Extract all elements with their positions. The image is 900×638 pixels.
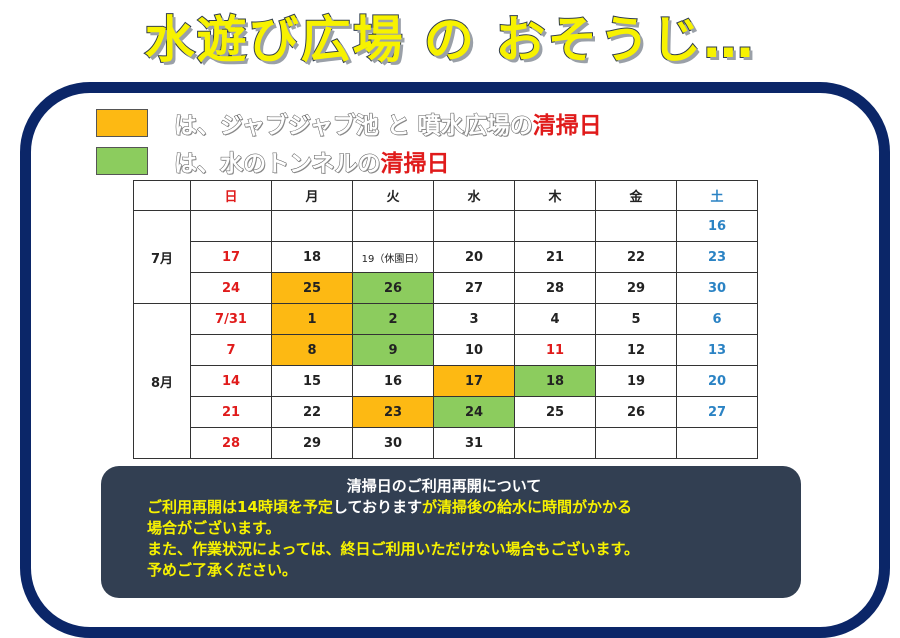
day-cell (271, 210, 353, 242)
day-cell: 7/31 (190, 303, 272, 335)
day-cell: 28 (514, 272, 596, 304)
weekday-wed: 水 (433, 180, 515, 211)
day-cell-holiday: 19（休園日） (352, 241, 434, 273)
orange-swatch (96, 109, 148, 137)
calendar-week: 21 22 23 24 25 26 27 (134, 396, 758, 428)
day-cell: 17 (190, 241, 272, 273)
day-cell: 25 (514, 396, 596, 428)
day-cell: 22 (595, 241, 677, 273)
day-cell: 20 (676, 365, 758, 397)
calendar-week: 28 29 30 31 (134, 427, 758, 459)
calendar-week: 7月 16 (133, 210, 758, 304)
calendar-week: 14 15 16 17 18 19 20 (134, 365, 758, 397)
calendar-week: 7 8 9 10 11 12 13 (134, 334, 758, 366)
day-cell: 21 (514, 241, 596, 273)
notice-line: 予めご了承ください。 (147, 561, 298, 579)
day-cell: 29 (271, 427, 353, 459)
page-title: 水遊び広場 の おそうじ… (144, 10, 756, 70)
legend-green-highlight: 清掃日 (380, 151, 450, 177)
day-cell: 12 (595, 334, 677, 366)
day-cell: 3 (433, 303, 515, 335)
day-cell: 26 (595, 396, 677, 428)
day-cell-pool-cleaning: 17 (433, 365, 515, 397)
day-cell (514, 210, 596, 242)
legend-orange-text: は、ジャブジャブ池 と 噴水広場の (174, 113, 534, 140)
day-cell-tunnel-cleaning: 24 (433, 396, 515, 428)
weekday-tue: 火 (352, 180, 434, 211)
notice-line: ご利用再開は14時頃を予定しておりますが清掃後の給水に時間がかかる (147, 497, 771, 518)
day-cell-tunnel-cleaning: 9 (352, 334, 434, 366)
calendar-week: 24 25 26 27 28 29 30 (134, 272, 758, 304)
month-header (133, 180, 191, 211)
day-cell: 31 (433, 427, 515, 459)
day-cell (676, 427, 758, 459)
day-cell-pool-cleaning: 25 (271, 272, 353, 304)
reopening-notice: 清掃日のご利用再開について ご利用再開は14時頃を予定しておりますが清掃後の給水… (101, 466, 801, 598)
weekday-mon: 月 (271, 180, 353, 211)
day-cell-tunnel-cleaning: 2 (352, 303, 434, 335)
cleaning-calendar: 日 月 火 水 木 金 土 7月 16 17 18 19（休園日） 20 21 … (133, 180, 758, 459)
day-cell: 21 (190, 396, 272, 428)
day-cell: 27 (433, 272, 515, 304)
day-cell: 18 (271, 241, 353, 273)
weekday-sun: 日 (190, 180, 272, 211)
day-cell (190, 210, 272, 242)
day-cell: 29 (595, 272, 677, 304)
day-cell-tunnel-cleaning: 26 (352, 272, 434, 304)
weekday-fri: 金 (595, 180, 677, 211)
day-cell: 16 (676, 210, 758, 242)
day-cell: 7 (190, 334, 272, 366)
day-cell-pool-cleaning: 8 (271, 334, 353, 366)
day-cell-pool-cleaning: 1 (271, 303, 353, 335)
day-cell (514, 427, 596, 459)
day-cell-pool-cleaning: 23 (352, 396, 434, 428)
day-cell: 20 (433, 241, 515, 273)
day-cell: 30 (352, 427, 434, 459)
day-cell (433, 210, 515, 242)
notice-text: しております (332, 498, 422, 516)
day-cell: 19 (595, 365, 677, 397)
weekday-sat: 土 (676, 180, 758, 211)
day-cell (595, 427, 677, 459)
day-cell: 30 (676, 272, 758, 304)
day-cell: 28 (190, 427, 272, 459)
notice-line: また、作業状況によっては、終日ご利用いただけない場合もございます。 (147, 540, 640, 558)
day-cell: 4 (514, 303, 596, 335)
day-cell: 5 (595, 303, 677, 335)
weekday-header-row: 日 月 火 水 木 金 土 (133, 180, 758, 211)
calendar-week: 17 18 19（休園日） 20 21 22 23 (134, 241, 758, 273)
weekday-thu: 木 (514, 180, 596, 211)
day-cell: 16 (352, 365, 434, 397)
day-cell-holiday: 11 (514, 334, 596, 366)
legend-orange: は、ジャブジャブ池 と 噴水広場の 清掃日 (96, 108, 602, 140)
day-cell: 10 (433, 334, 515, 366)
day-cell: 15 (271, 365, 353, 397)
legend-green-text: は、水のトンネルの (174, 151, 382, 178)
month-label-august: 8月 (133, 303, 191, 459)
legend-green: は、水のトンネルの 清掃日 (96, 146, 450, 178)
legend-orange-highlight: 清掃日 (532, 113, 602, 139)
day-cell: 24 (190, 272, 272, 304)
day-cell (352, 210, 434, 242)
green-swatch (96, 147, 148, 175)
notice-text: が清掃後の給水に時間がかかる (422, 498, 633, 516)
day-cell: 14 (190, 365, 272, 397)
day-cell-tunnel-cleaning: 18 (514, 365, 596, 397)
calendar-week: 8月 7/31 1 2 3 4 5 6 (133, 303, 758, 459)
day-cell (595, 210, 677, 242)
notice-heading: 清掃日のご利用再開について (346, 477, 542, 495)
day-cell: 22 (271, 396, 353, 428)
day-cell: 13 (676, 334, 758, 366)
day-cell: 23 (676, 241, 758, 273)
month-label-july: 7月 (133, 210, 191, 304)
notice-text: ご利用再開は14時頃を予定 (147, 498, 333, 516)
day-cell: 27 (676, 396, 758, 428)
day-cell: 6 (676, 303, 758, 335)
notice-line: 場合がございます。 (147, 519, 281, 537)
